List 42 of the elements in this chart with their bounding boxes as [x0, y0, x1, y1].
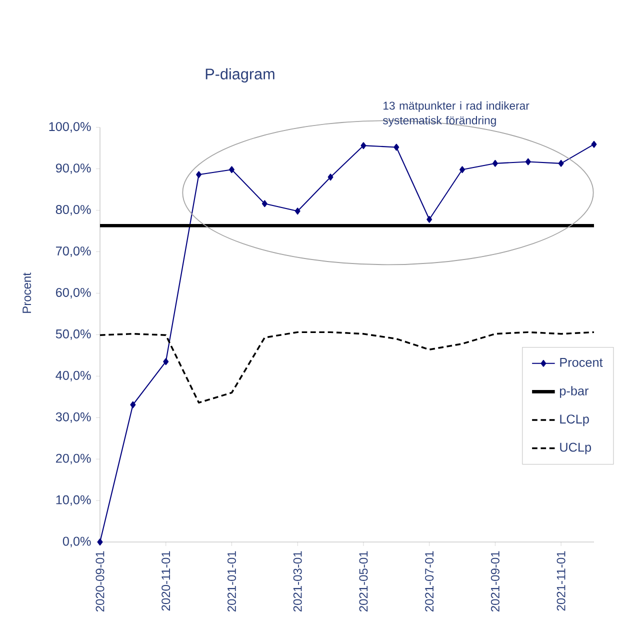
text: 13 mätpunkter i rad indikerar systematisk förändring	[382, 101, 530, 127]
legend-label: p-bar	[560, 386, 589, 398]
point	[163, 358, 169, 366]
point	[525, 158, 531, 166]
point	[97, 538, 103, 546]
y-tick-label: 90,0%	[56, 164, 91, 174]
x-tick-label: 2021-07-01	[425, 551, 434, 612]
legend-label: LCLp	[560, 414, 589, 426]
y-tick-label: 70,0%	[56, 246, 91, 257]
point	[294, 208, 300, 215]
point	[591, 140, 597, 148]
y-tick-label: 10,0%	[56, 495, 91, 506]
point	[558, 160, 564, 167]
point	[328, 174, 334, 181]
x-tick-label: 2021-11-01	[556, 551, 566, 611]
y-tick-label: 30,0%	[56, 412, 91, 423]
y-tick-label: 50,0%	[56, 329, 91, 340]
legend-label: Procent	[560, 358, 603, 367]
y-tick-label: 40,0%	[56, 370, 91, 382]
x-tick-label: 2021-05-01	[359, 551, 368, 612]
point	[360, 142, 366, 150]
x-tick-label: 2021-01-01	[227, 551, 236, 612]
point	[460, 166, 465, 174]
x-tick-label: 2021-09-01	[490, 551, 500, 612]
point	[228, 166, 234, 174]
point	[492, 160, 498, 167]
point	[196, 171, 202, 178]
x-tick-label: 2020-09-01	[96, 551, 104, 612]
y-tick-label: 80,0%	[56, 205, 91, 216]
y-tick-label: 0,0%	[62, 536, 91, 548]
y-tick-label: 60,0%	[56, 288, 91, 298]
point	[130, 401, 136, 408]
y-axis-title: Procent	[22, 272, 32, 313]
x-tick-label: 2020-11-01	[162, 551, 170, 611]
point	[426, 216, 432, 223]
x-tick-label: 2021-03-01	[293, 551, 302, 612]
legend-label: UCLp	[560, 442, 592, 454]
y-tick-label: 20,0%	[56, 454, 91, 464]
point	[394, 144, 400, 151]
chart-title: P-diagram	[206, 68, 274, 82]
y-tick-label: 100,0%	[49, 122, 91, 133]
point	[262, 200, 268, 208]
